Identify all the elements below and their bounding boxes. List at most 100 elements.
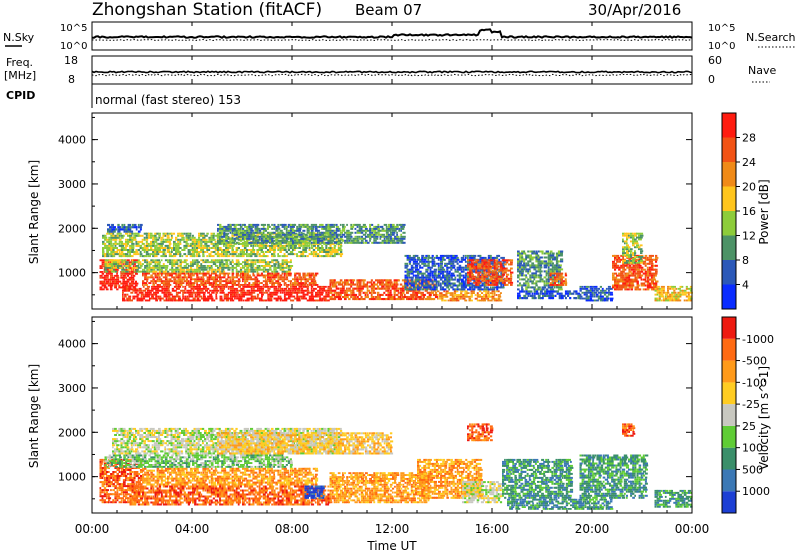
heatmap-cell — [202, 268, 206, 271]
heatmap-cell — [291, 249, 294, 251]
heatmap-cell — [476, 299, 480, 302]
heatmap-cell — [327, 233, 330, 236]
heatmap-cell — [408, 283, 412, 286]
heatmap-cell — [290, 293, 293, 296]
heatmap-cell — [140, 293, 144, 296]
heatmap-cell — [549, 252, 552, 255]
heatmap-cell — [383, 291, 386, 294]
heatmap-cell — [211, 285, 214, 288]
heatmap-cell — [202, 284, 205, 286]
heatmap-cell — [248, 285, 252, 288]
heatmap-cell — [232, 299, 235, 302]
heatmap-cell — [410, 272, 414, 275]
heatmap-cell — [99, 267, 103, 269]
heatmap-cell — [477, 283, 480, 286]
heatmap-cell — [202, 278, 205, 281]
heatmap-cell — [273, 255, 276, 258]
heatmap-cell — [234, 289, 236, 292]
heatmap-cell — [179, 263, 182, 265]
heatmap-cell — [503, 263, 507, 266]
heatmap-cell — [171, 276, 174, 279]
heatmap-cell — [175, 291, 180, 294]
heatmap-cell — [126, 287, 129, 290]
heatmap-cell — [497, 277, 500, 280]
heatmap-cell — [310, 272, 315, 275]
heatmap-cell — [146, 268, 150, 271]
heatmap-cell — [192, 289, 195, 292]
heatmap-cell — [236, 297, 239, 300]
heatmap-cell — [185, 284, 188, 286]
heatmap-cell — [271, 227, 274, 230]
heatmap-cell — [372, 296, 375, 299]
heatmap-cell — [275, 287, 278, 290]
heatmap-cell — [543, 284, 546, 287]
heatmap-cell — [393, 287, 397, 290]
heatmap-cell — [451, 294, 454, 296]
heatmap-cell — [241, 249, 244, 251]
heatmap-cell — [535, 266, 538, 269]
heatmap-cell — [469, 279, 472, 282]
heatmap-cell — [160, 244, 164, 247]
heatmap-cell — [298, 251, 301, 253]
heatmap-cell — [258, 268, 262, 271]
heatmap-cell — [147, 242, 150, 245]
heatmap-cell — [417, 278, 421, 281]
heatmap-cell — [372, 289, 375, 292]
heatmap-cell — [235, 263, 238, 265]
heatmap-cell — [541, 262, 544, 265]
heatmap-cell — [248, 284, 251, 286]
heatmap-cell — [189, 284, 193, 286]
heatmap-cell — [553, 286, 556, 289]
heatmap-cell — [154, 280, 158, 283]
heatmap-cell — [195, 249, 198, 251]
heatmap-cell — [497, 265, 500, 268]
heatmap-cell — [145, 247, 149, 249]
heatmap-cell — [298, 241, 302, 244]
heatmap-cell — [404, 262, 408, 265]
heatmap-cell — [128, 285, 132, 288]
heatmap-cell — [273, 289, 277, 292]
heatmap-cell — [279, 229, 283, 232]
heatmap-cell — [519, 262, 523, 265]
heatmap-cell — [281, 241, 284, 244]
heatmap-cell — [521, 274, 524, 277]
heatmap-cell — [319, 225, 321, 228]
heatmap-cell — [229, 247, 231, 249]
heatmap-cell — [441, 295, 445, 298]
heatmap-cell — [389, 227, 393, 230]
heatmap-cell — [126, 284, 129, 287]
heatmap-cell — [177, 274, 180, 277]
heatmap-cell — [240, 299, 242, 302]
heatmap-cell — [557, 270, 561, 273]
heatmap-cell — [271, 265, 273, 267]
heatmap-cell — [107, 272, 110, 275]
heatmap-cell — [254, 259, 258, 262]
heatmap-cell — [184, 285, 187, 288]
heatmap-cell — [271, 274, 275, 277]
heatmap-cell — [495, 297, 498, 300]
heatmap-cell — [232, 291, 236, 294]
heatmap-cell — [529, 274, 532, 277]
heatmap-cell — [114, 278, 117, 281]
heatmap-cell — [239, 268, 243, 271]
heatmap-cell — [216, 244, 219, 247]
heatmap-cell — [169, 268, 172, 271]
heatmap-cell — [202, 297, 207, 300]
heatmap-cell — [275, 299, 279, 302]
heatmap-cell — [142, 293, 145, 296]
heatmap-cell — [283, 297, 287, 300]
heatmap-cell — [292, 287, 295, 290]
heatmap-cell — [308, 249, 311, 251]
heatmap-cell — [264, 280, 269, 283]
heatmap-cell — [354, 296, 357, 299]
heatmap-cell — [294, 272, 298, 275]
heatmap-cell — [281, 276, 285, 279]
heatmap-cell — [519, 260, 522, 263]
heatmap-cell — [269, 241, 271, 244]
heatmap-cell — [327, 285, 331, 288]
heatmap-cell — [419, 286, 422, 289]
heatmap-cell — [273, 266, 277, 269]
heatmap-cell — [214, 268, 217, 271]
heatmap-cell — [134, 291, 138, 294]
heatmap-cell — [487, 256, 491, 259]
